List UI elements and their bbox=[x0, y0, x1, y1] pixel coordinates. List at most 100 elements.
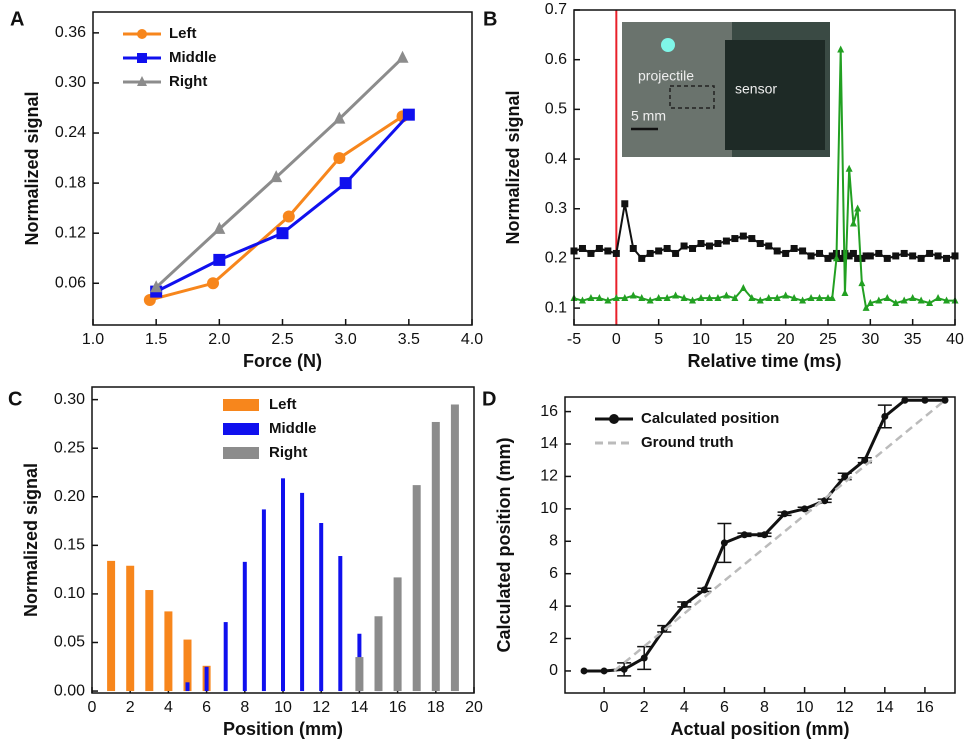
marker bbox=[663, 244, 671, 252]
marker bbox=[845, 252, 853, 260]
marker bbox=[881, 412, 889, 420]
marker bbox=[740, 531, 748, 539]
y-tick-label: 6 bbox=[549, 565, 558, 582]
x-tick-label: 4 bbox=[164, 699, 173, 716]
marker bbox=[849, 219, 857, 227]
x-tick-label: 4.0 bbox=[461, 331, 483, 348]
x-tick-label: 3.0 bbox=[335, 331, 357, 348]
marker bbox=[900, 296, 908, 304]
marker bbox=[934, 252, 942, 260]
y-tick-label: 0.6 bbox=[545, 51, 567, 68]
marker bbox=[866, 252, 874, 260]
x-tick-label: 4 bbox=[680, 699, 689, 716]
marker bbox=[720, 539, 728, 547]
legend-marker bbox=[609, 414, 619, 424]
inset-label: projectile bbox=[638, 68, 694, 84]
marker bbox=[900, 249, 908, 257]
x-tick-label: 12 bbox=[312, 699, 330, 716]
marker bbox=[705, 293, 713, 301]
panel-letter: B bbox=[483, 8, 497, 30]
marker bbox=[756, 240, 764, 248]
inset-label: sensor bbox=[735, 81, 777, 97]
marker bbox=[790, 293, 798, 301]
marker bbox=[824, 254, 832, 262]
bar bbox=[185, 682, 190, 692]
marker bbox=[801, 505, 809, 513]
marker bbox=[595, 244, 603, 252]
x-tick-label: 16 bbox=[389, 699, 407, 716]
bar bbox=[126, 565, 135, 692]
x-tick-label: 35 bbox=[904, 331, 922, 348]
marker bbox=[689, 296, 697, 304]
marker bbox=[620, 665, 628, 673]
marker bbox=[339, 177, 352, 190]
bar bbox=[204, 666, 209, 692]
bar bbox=[242, 561, 247, 692]
bar bbox=[450, 404, 459, 692]
marker bbox=[604, 296, 612, 304]
series-line bbox=[149, 115, 404, 302]
inset-rail bbox=[622, 22, 732, 157]
x-tick-label: 3.5 bbox=[398, 331, 420, 348]
x-tick-label: 2.5 bbox=[271, 331, 293, 348]
y-tick-label: 0.06 bbox=[55, 274, 86, 291]
marker bbox=[396, 50, 409, 63]
marker bbox=[875, 296, 883, 304]
x-tick-label: 14 bbox=[876, 699, 894, 716]
marker bbox=[578, 244, 586, 252]
marker bbox=[909, 293, 917, 301]
x-axis-label: Actual position (mm) bbox=[671, 719, 850, 739]
bar bbox=[338, 556, 343, 692]
y-tick-label: 0 bbox=[549, 662, 558, 679]
marker bbox=[781, 510, 789, 518]
x-tick-label: 18 bbox=[427, 699, 445, 716]
x-tick-label: 10 bbox=[692, 331, 710, 348]
y-tick-label: 0.4 bbox=[545, 150, 567, 167]
y-tick-label: 0.24 bbox=[55, 124, 86, 141]
x-tick-label: 5 bbox=[654, 331, 663, 348]
marker bbox=[748, 293, 756, 301]
marker bbox=[765, 293, 773, 301]
marker bbox=[909, 252, 917, 260]
y-tick-label: 16 bbox=[540, 403, 558, 420]
marker bbox=[580, 667, 588, 675]
marker bbox=[270, 170, 283, 183]
marker bbox=[828, 293, 836, 301]
marker bbox=[828, 252, 836, 260]
x-tick-label: 10 bbox=[274, 699, 292, 716]
y-tick-label: 0.20 bbox=[54, 488, 85, 505]
legend-marker bbox=[137, 53, 147, 63]
marker bbox=[655, 293, 663, 301]
y-tick-label: 0.36 bbox=[55, 24, 86, 41]
marker bbox=[816, 293, 824, 301]
marker bbox=[773, 293, 781, 301]
panel-letter: A bbox=[10, 8, 24, 30]
marker bbox=[790, 244, 798, 252]
marker bbox=[722, 237, 730, 245]
y-tick-label: 2 bbox=[549, 630, 558, 647]
marker bbox=[700, 586, 708, 594]
x-tick-label: 8 bbox=[760, 699, 769, 716]
legend-label: Left bbox=[169, 25, 197, 42]
marker bbox=[150, 280, 163, 293]
marker bbox=[854, 254, 862, 262]
bar bbox=[355, 657, 364, 692]
inset-photo bbox=[622, 22, 830, 157]
bar bbox=[300, 492, 305, 692]
plot-frame bbox=[573, 9, 956, 326]
marker bbox=[926, 249, 934, 257]
y-axis-label: Normalized signal bbox=[22, 91, 42, 245]
legend-label: Ground truth bbox=[641, 434, 733, 451]
legend-label: Middle bbox=[269, 420, 317, 437]
x-axis-label: Force (N) bbox=[243, 351, 322, 371]
legend-label: Right bbox=[169, 73, 207, 90]
x-tick-label: 16 bbox=[916, 699, 934, 716]
legend-swatch bbox=[223, 447, 259, 459]
marker bbox=[621, 200, 629, 208]
marker bbox=[858, 279, 866, 287]
y-tick-label: 10 bbox=[540, 500, 558, 517]
marker bbox=[714, 240, 722, 248]
inset-box bbox=[669, 85, 715, 109]
y-tick-label: 0.30 bbox=[54, 391, 85, 408]
y-tick-label: 8 bbox=[549, 532, 558, 549]
